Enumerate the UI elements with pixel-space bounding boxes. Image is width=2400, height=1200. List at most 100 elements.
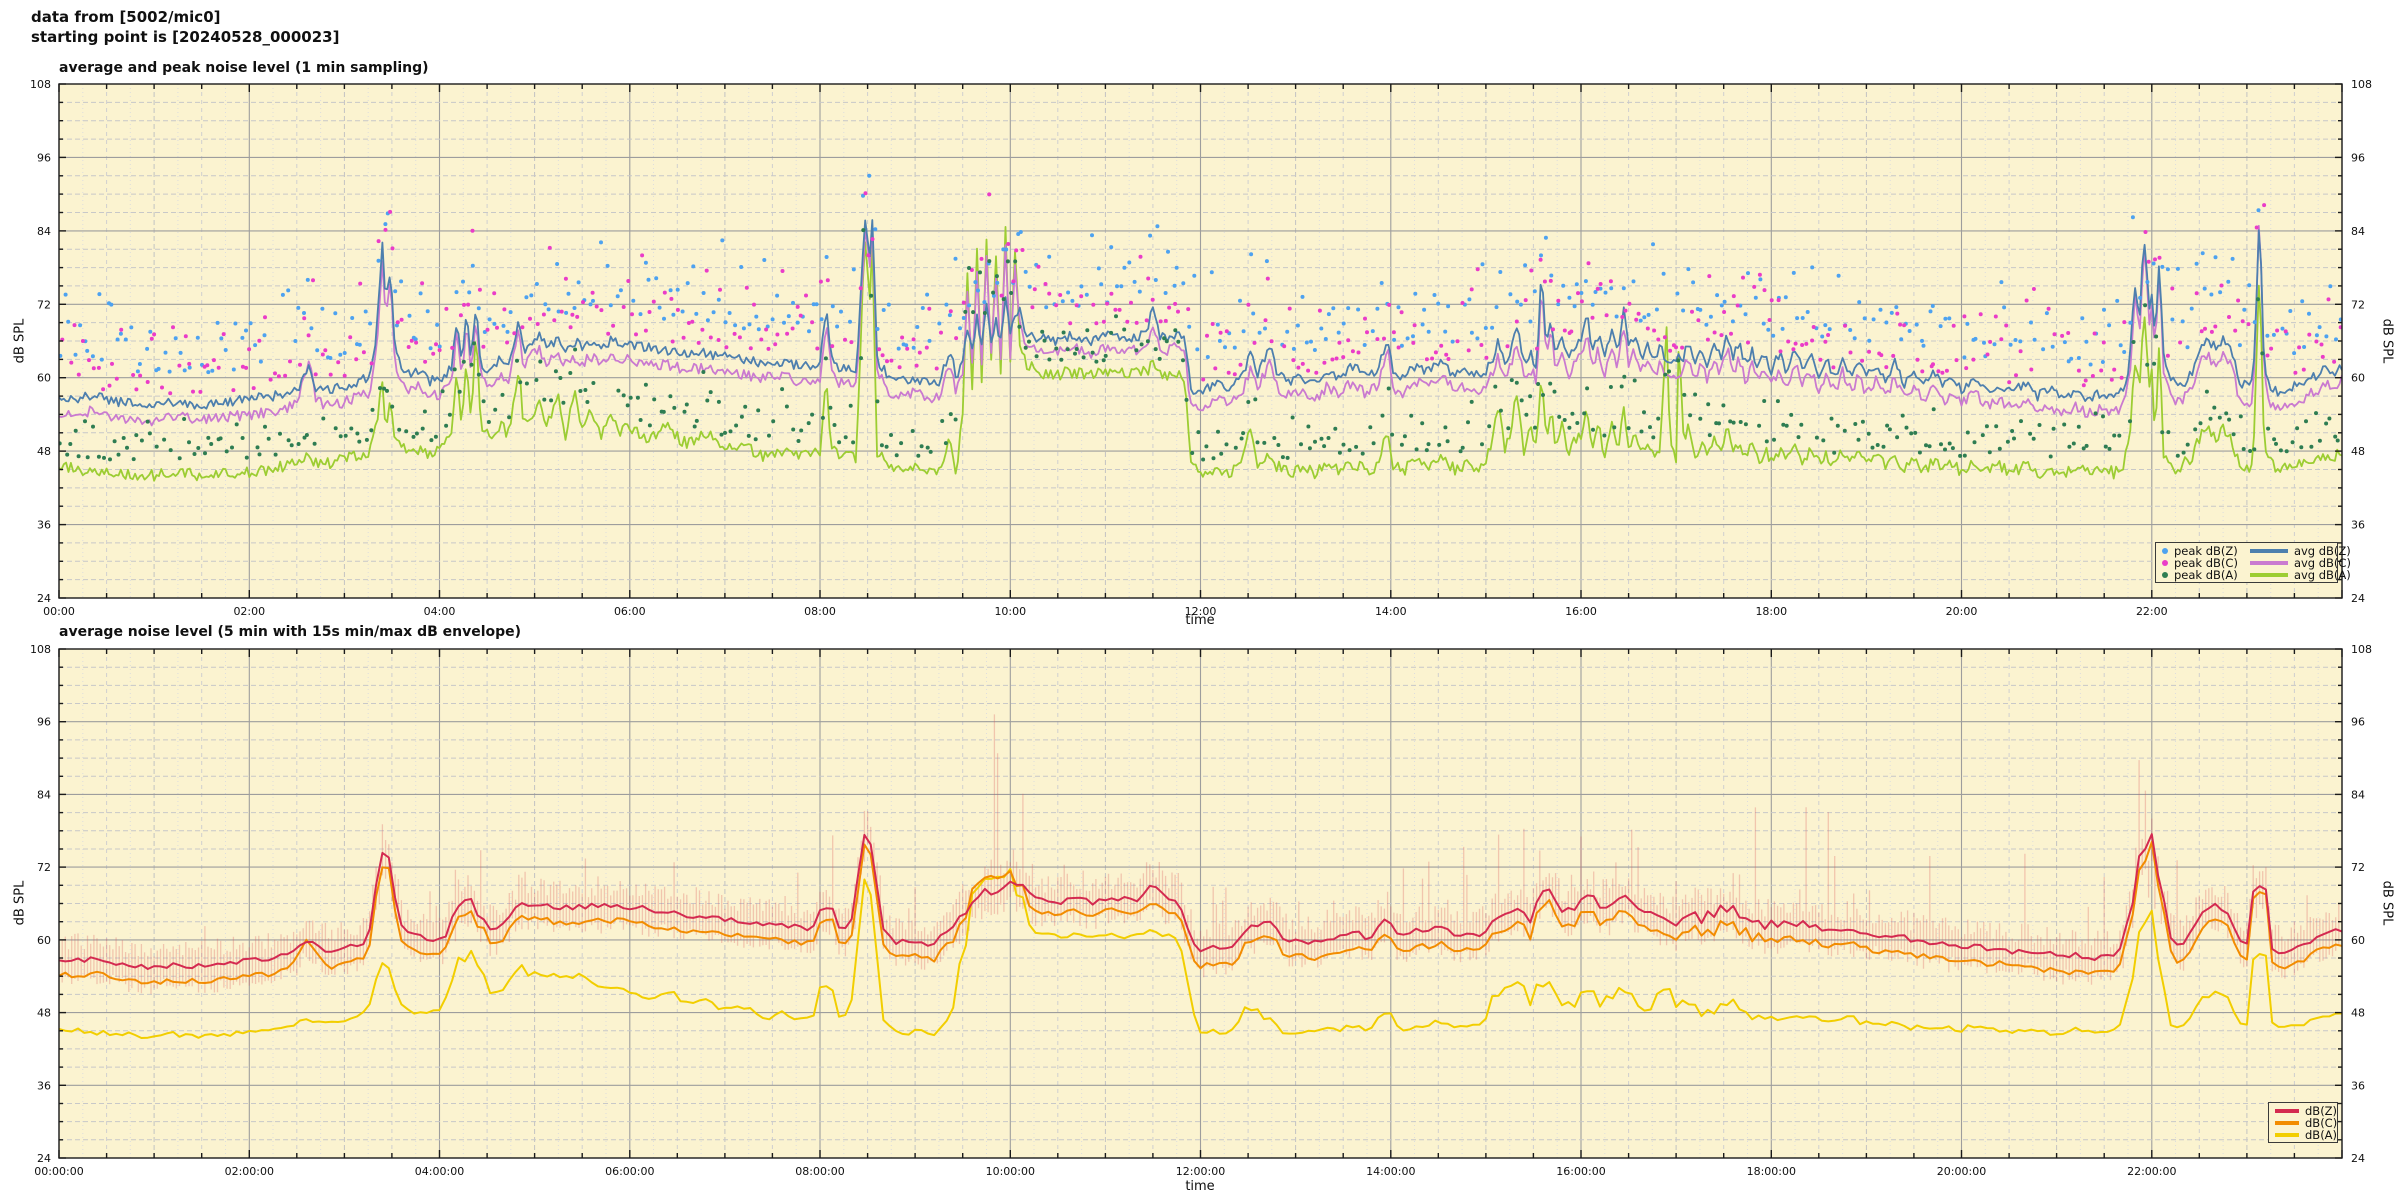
- svg-text:24: 24: [37, 592, 51, 605]
- peak-dbc-marker-icon: [2162, 560, 2168, 566]
- legend-item-dba: dB(A): [2275, 1129, 2337, 1141]
- svg-text:108: 108: [30, 643, 51, 656]
- legend-top-avg-column: avg dB(Z) avg dB(C) avg dB(A): [2249, 544, 2351, 582]
- scatter-peak-db-c-: [60, 191, 2342, 396]
- legend-label: avg dB(A): [2293, 568, 2351, 582]
- svg-text:08:00: 08:00: [804, 605, 836, 618]
- legend-label: peak dB(A): [2174, 568, 2238, 582]
- svg-text:22:00: 22:00: [2136, 605, 2168, 618]
- header-source-line: data from [5002/mic0]: [31, 8, 221, 26]
- legend-label: avg dB(C): [2293, 556, 2351, 570]
- svg-text:48: 48: [37, 445, 51, 458]
- svg-text:10:00: 10:00: [994, 605, 1026, 618]
- svg-text:04:00:00: 04:00:00: [415, 1165, 464, 1178]
- svg-text:96: 96: [2351, 151, 2365, 164]
- svg-text:14:00:00: 14:00:00: [1366, 1165, 1415, 1178]
- legend-item-dbz: dB(Z): [2275, 1105, 2337, 1117]
- svg-text:12:00:00: 12:00:00: [1176, 1165, 1225, 1178]
- avg-dbz-line-icon: [2249, 549, 2288, 553]
- svg-text:48: 48: [37, 1007, 51, 1020]
- svg-text:16:00: 16:00: [1565, 605, 1597, 618]
- svg-text:84: 84: [37, 788, 51, 801]
- legend-bottom: dB(Z) dB(C) dB(A): [2268, 1102, 2338, 1143]
- svg-text:00:00:00: 00:00:00: [34, 1165, 83, 1178]
- svg-text:04:00: 04:00: [424, 605, 456, 618]
- dbz-line-icon: [2275, 1109, 2299, 1113]
- legend-label: avg dB(Z): [2293, 544, 2351, 558]
- dbc-line-icon: [2275, 1121, 2299, 1125]
- chart-1-grid: [58, 648, 2343, 1159]
- svg-text:36: 36: [37, 519, 51, 532]
- legend-bottom-column: dB(Z) dB(C) dB(A): [2275, 1105, 2337, 1141]
- legend-item-avg-dbc: avg dB(C): [2249, 556, 2351, 570]
- chart-0-tick-labels: 00:00 02:00 04:00 06:00 08:00 10:00 12:00 14:00…: [30, 78, 2372, 618]
- svg-text:08:00:00: 08:00:00: [795, 1165, 844, 1178]
- svg-text:14:00: 14:00: [1375, 605, 1407, 618]
- peak-dba-marker-icon: [2162, 572, 2168, 578]
- chart-1: 00:00:00 02:00:00 04:00:00 06:00:00 08:00:00…: [30, 643, 2372, 1178]
- peak-dbz-marker-icon: [2162, 548, 2168, 554]
- svg-text:00:00: 00:00: [43, 605, 75, 618]
- svg-text:36: 36: [2351, 519, 2365, 532]
- svg-text:84: 84: [2351, 225, 2365, 238]
- svg-text:36: 36: [2351, 1079, 2365, 1092]
- bottom-chart-ylabel-left: dB SPL: [12, 880, 28, 926]
- svg-text:108: 108: [2351, 643, 2372, 656]
- svg-text:18:00:00: 18:00:00: [1747, 1165, 1796, 1178]
- svg-text:48: 48: [2351, 1007, 2365, 1020]
- svg-text:96: 96: [37, 716, 51, 729]
- legend-item-avg-dba: avg dB(A): [2249, 568, 2351, 582]
- legend-top: peak dB(Z) peak dB(C) peak dB(A) avg dB(…: [2155, 542, 2351, 583]
- svg-text:06:00:00: 06:00:00: [605, 1165, 654, 1178]
- svg-text:12:00: 12:00: [1185, 605, 1217, 618]
- svg-text:60: 60: [2351, 934, 2365, 947]
- bottom-chart-xlabel: time: [1185, 1179, 1215, 1194]
- avg-dbc-line-icon: [2249, 561, 2288, 565]
- svg-text:24: 24: [2351, 592, 2365, 605]
- legend-label: dB(C): [2305, 1116, 2338, 1130]
- legend-top-peak-column: peak dB(Z) peak dB(C) peak dB(A): [2162, 545, 2238, 581]
- legend-label: dB(Z): [2305, 1104, 2338, 1118]
- svg-text:18:00: 18:00: [1755, 605, 1787, 618]
- svg-text:36: 36: [37, 1079, 51, 1092]
- legend-item-peak-dbz: peak dB(Z): [2162, 545, 2238, 557]
- svg-text:10:00:00: 10:00:00: [986, 1165, 1035, 1178]
- svg-text:84: 84: [37, 225, 51, 238]
- svg-text:60: 60: [2351, 372, 2365, 385]
- header-start-line: starting point is [20240528_000023]: [31, 28, 340, 46]
- svg-text:72: 72: [2351, 861, 2365, 874]
- scatter-peak-db-a-: [59, 228, 2340, 462]
- svg-text:108: 108: [2351, 78, 2372, 91]
- chart-0-frame: [58, 83, 2343, 599]
- chart-1-frame: [58, 648, 2343, 1159]
- svg-text:24: 24: [2351, 1152, 2365, 1165]
- svg-text:96: 96: [2351, 716, 2365, 729]
- legend-label: peak dB(C): [2174, 556, 2238, 570]
- chart-1-tick-labels: 00:00:00 02:00:00 04:00:00 06:00:00 08:00:00…: [30, 643, 2372, 1178]
- svg-text:96: 96: [37, 151, 51, 164]
- top-chart-xlabel: time: [1185, 613, 1215, 628]
- chart-0-series: [59, 173, 2342, 482]
- top-chart-ylabel-right: dB SPL: [2379, 318, 2395, 364]
- svg-text:60: 60: [37, 934, 51, 947]
- svg-text:22:00:00: 22:00:00: [2127, 1165, 2176, 1178]
- svg-text:72: 72: [37, 861, 51, 874]
- svg-text:84: 84: [2351, 788, 2365, 801]
- top-chart-title: average and peak noise level (1 min samp…: [59, 60, 429, 76]
- svg-text:06:00: 06:00: [614, 605, 646, 618]
- bottom-chart-ylabel-right: dB SPL: [2379, 880, 2395, 926]
- dba-line-icon: [2275, 1133, 2299, 1137]
- svg-text:24: 24: [37, 1152, 51, 1165]
- svg-text:108: 108: [30, 78, 51, 91]
- svg-text:60: 60: [37, 372, 51, 385]
- top-chart-ylabel-left: dB SPL: [12, 318, 28, 364]
- avg-dba-line-icon: [2249, 573, 2288, 577]
- legend-item-peak-dbc: peak dB(C): [2162, 557, 2238, 569]
- legend-item-peak-dba: peak dB(A): [2162, 569, 2238, 581]
- chart-0: 00:00 02:00 04:00 06:00 08:00 10:00 12:00 14:00…: [30, 78, 2372, 618]
- legend-item-dbc: dB(C): [2275, 1117, 2337, 1129]
- svg-text:48: 48: [2351, 445, 2365, 458]
- svg-text:20:00:00: 20:00:00: [1937, 1165, 1986, 1178]
- svg-text:02:00: 02:00: [233, 605, 265, 618]
